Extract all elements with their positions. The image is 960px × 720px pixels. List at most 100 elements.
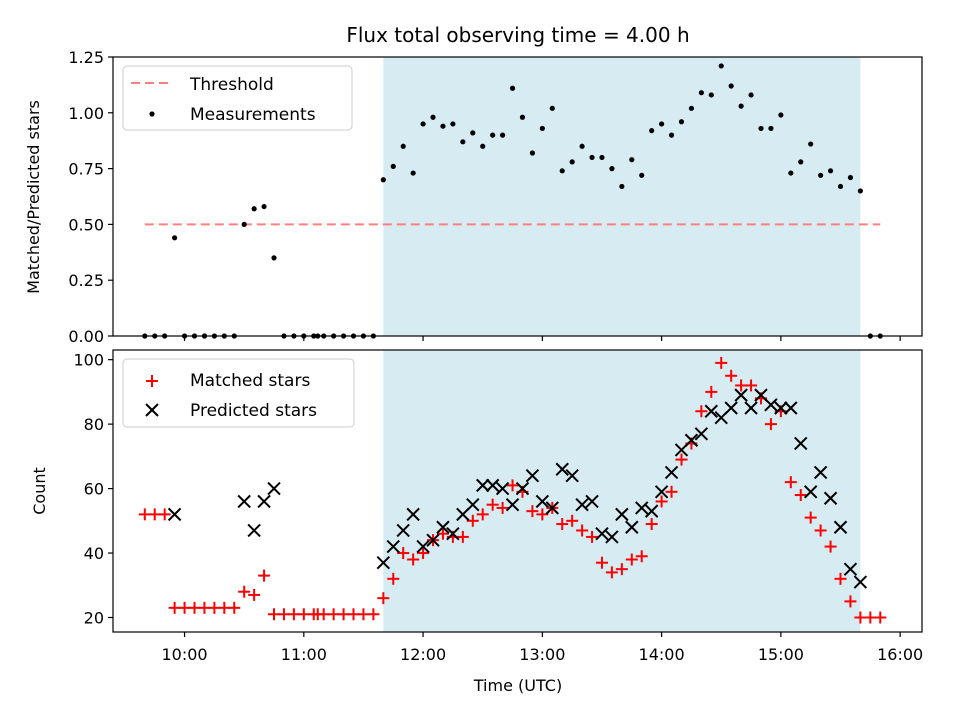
- chart-title: Flux total observing time = 4.00 h: [346, 23, 689, 47]
- measurement-point: [678, 119, 685, 125]
- predicted-star-point: [704, 404, 719, 418]
- measurement-point: [579, 143, 585, 149]
- measurement-point: [708, 92, 714, 98]
- measurement-point: [609, 166, 615, 172]
- predicted-star-point: [843, 562, 858, 576]
- matched-star-point: [397, 547, 410, 560]
- measurement-points: [142, 63, 883, 339]
- predicted-star-point: [684, 433, 699, 447]
- measurement-point: [380, 177, 386, 183]
- measurement-point: [172, 235, 178, 241]
- bottom-y-tick-label: 40: [84, 544, 104, 563]
- measurement-point: [529, 150, 536, 156]
- predicted-star-point: [495, 481, 510, 496]
- top-legend: Threshold Measurements: [122, 65, 353, 131]
- matched-star-point: [506, 479, 519, 492]
- top-y-tick-label: 0.00: [68, 327, 104, 346]
- predicted-star-point: [724, 401, 738, 415]
- predicted-star-point: [406, 507, 420, 522]
- measurement-point: [748, 92, 754, 98]
- predicted-star-point: [774, 401, 788, 415]
- measurement-point: [251, 206, 257, 212]
- measurement-point: [410, 170, 416, 176]
- predicted-star-point: [426, 533, 440, 547]
- matched-star-point: [804, 511, 817, 524]
- predicted-star-point: [525, 468, 540, 483]
- measurement-point: [778, 112, 784, 118]
- matched-star-point: [407, 553, 420, 566]
- predicted-star-point: [764, 398, 778, 412]
- predicted-star-point: [625, 520, 639, 534]
- bottom-y-tick-label: 60: [84, 480, 104, 499]
- top-plot-frame: [112, 56, 923, 337]
- matched-star-point: [705, 385, 718, 398]
- matched-star-point: [566, 514, 579, 527]
- measurement-point: [668, 132, 675, 138]
- measurement-point: [390, 163, 396, 169]
- predicted-star-point: [376, 556, 391, 570]
- matched-star-point: [536, 508, 549, 521]
- bottom-panel: 20 40 60 80 100 10:00 11:00 12:00 13:00 14:00 15:…: [30, 349, 923, 695]
- matched-star-point: [844, 595, 857, 608]
- top-legend-box: [122, 65, 353, 131]
- measurement-point: [569, 159, 575, 165]
- top-shaded-span: [383, 57, 861, 336]
- measurement-point: [271, 255, 277, 261]
- matched-star-point: [764, 418, 777, 431]
- predicted-star-point: [267, 481, 281, 496]
- predicted-star-point: [436, 520, 450, 534]
- matched-star-point: [526, 505, 539, 518]
- measurement-point: [509, 85, 516, 91]
- matched-star-point: [615, 563, 628, 576]
- x-axis-label: Time (UTC): [473, 676, 562, 695]
- measurement-point: [768, 125, 774, 132]
- predicted-star-point: [784, 401, 798, 415]
- top-y-tick-label: 1.00: [68, 104, 104, 123]
- legend-predicted-swatch: [145, 403, 159, 417]
- measurement-point: [827, 168, 834, 174]
- measurement-point: [688, 105, 695, 111]
- matched-star-point: [665, 485, 678, 498]
- bottom-x-tick-label: 13:00: [519, 645, 565, 664]
- measurement-point: [698, 90, 704, 96]
- predicted-star-point: [615, 507, 629, 522]
- legend-matched-label: Matched stars: [190, 371, 310, 391]
- predicted-star-point: [813, 465, 828, 480]
- top-y-axis: 0.00 0.25 0.50 0.75 1.00 1.25: [68, 48, 113, 346]
- matched-star-point: [158, 508, 171, 521]
- predicted-star-point: [257, 494, 271, 509]
- top-y-tick-label: 1.25: [68, 48, 104, 67]
- measurement-point: [499, 132, 506, 138]
- matched-star-point: [814, 524, 827, 537]
- matched-star-point: [745, 379, 758, 392]
- legend-measurements-label: Measurements: [190, 105, 316, 125]
- measurement-point: [420, 121, 426, 127]
- matched-star-point: [486, 498, 499, 511]
- predicted-star-point: [505, 497, 520, 512]
- predicted-star-point: [545, 501, 559, 515]
- measurement-point: [460, 139, 466, 145]
- measurement-point: [847, 174, 854, 181]
- matched-star-point: [576, 524, 589, 537]
- measurement-point: [241, 221, 247, 227]
- bottom-y-axis: 20 40 60 80 100: [73, 351, 113, 627]
- top-panel: 0.00 0.25 0.50 0.75 1.00 1.25 Matched/Predict…: [24, 48, 923, 346]
- matched-star-point: [466, 514, 479, 527]
- measurement-point: [549, 105, 555, 111]
- measurement-point: [818, 172, 824, 178]
- top-y-tick-label: 0.25: [68, 271, 104, 290]
- matched-star-point: [377, 592, 390, 605]
- predicted-star-point: [694, 427, 709, 441]
- legend-predicted-label: Predicted stars: [190, 401, 317, 421]
- top-y-axis-label: Matched/Predicted stars: [24, 100, 43, 294]
- measurement-point: [559, 168, 565, 174]
- matched-star-point: [784, 476, 797, 489]
- measurement-point: [450, 121, 456, 127]
- bottom-shaded-span: [383, 350, 861, 632]
- bottom-legend-box: [122, 358, 355, 428]
- measurement-point: [788, 170, 794, 176]
- matched-star-point: [824, 540, 837, 553]
- legend-matched-swatch: [146, 375, 158, 387]
- predicted-star-point: [485, 478, 500, 493]
- matched-star-point: [834, 572, 847, 585]
